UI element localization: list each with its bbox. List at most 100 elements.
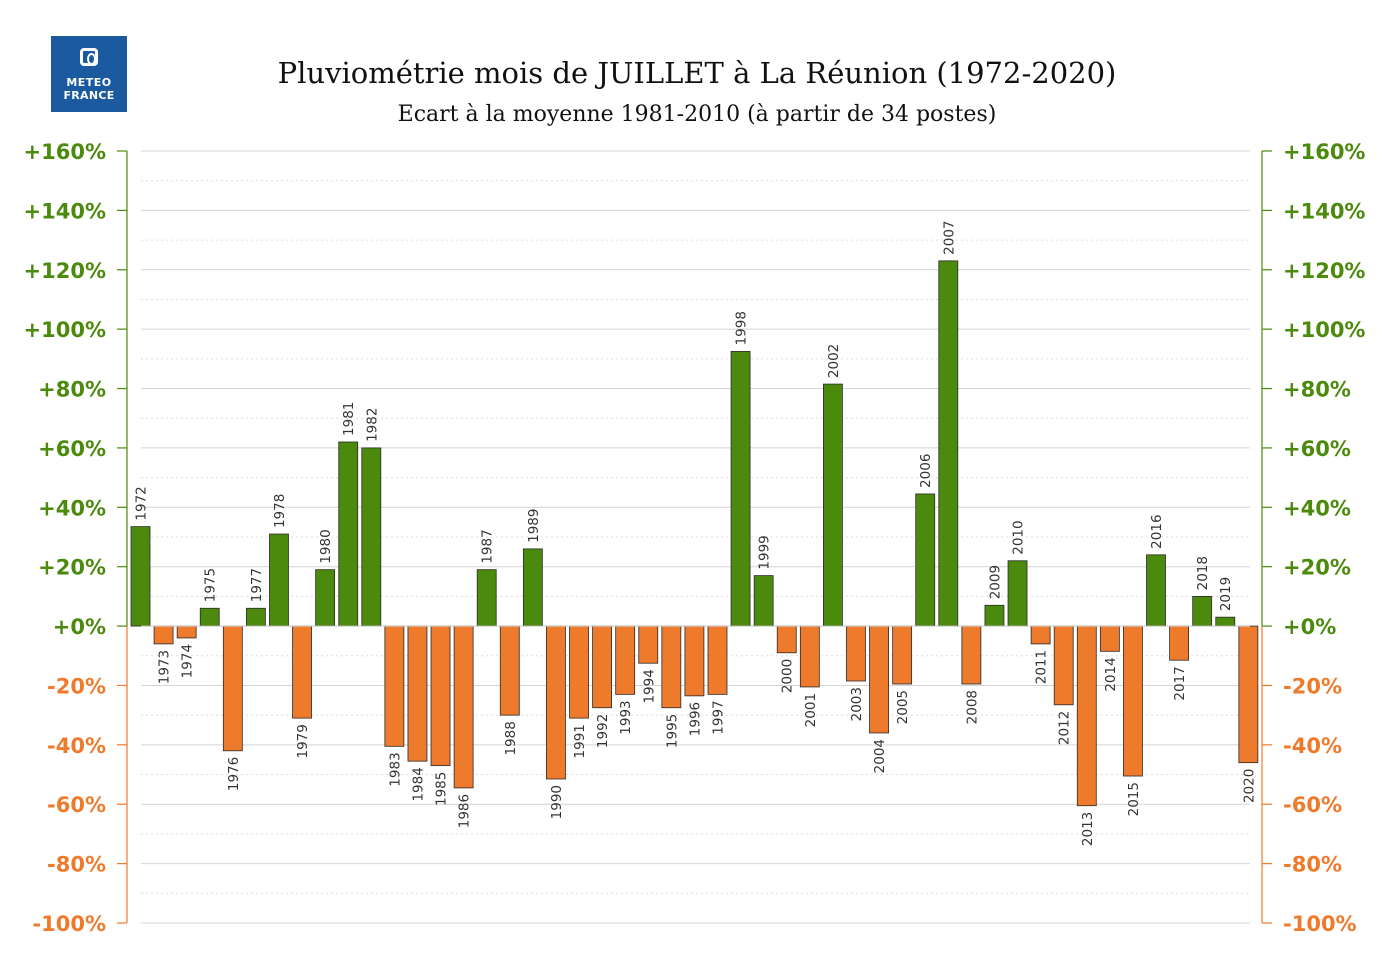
bar-2009	[984, 604, 1005, 627]
bar-2002	[823, 383, 843, 627]
y-tick-label-right: -100%	[1283, 912, 1357, 936]
year-label-2007: 2007	[941, 221, 957, 255]
bar-2000	[776, 625, 797, 654]
year-label-2008: 2008	[964, 690, 980, 724]
year-label-2018: 2018	[1195, 556, 1211, 590]
bar-1989	[522, 548, 543, 627]
y-tick-label-left: +80%	[38, 378, 106, 402]
y-tick-label-left: -80%	[47, 853, 106, 877]
year-label-1993: 1993	[618, 700, 634, 734]
bar-1991	[569, 625, 589, 719]
bar-2013	[1076, 625, 1097, 807]
year-label-1998: 1998	[734, 311, 750, 345]
year-label-1999: 1999	[757, 535, 773, 569]
y-tick-label-left: +100%	[24, 318, 106, 342]
year-label-1979: 1979	[295, 724, 311, 758]
year-label-1975: 1975	[203, 568, 219, 602]
y-tick-label-left: -60%	[47, 793, 106, 817]
year-label-1984: 1984	[410, 767, 426, 801]
year-label-1980: 1980	[318, 529, 334, 563]
year-label-2017: 2017	[1172, 666, 1188, 700]
bar-2015	[1123, 625, 1143, 777]
bar-1986	[453, 625, 474, 789]
year-label-2010: 2010	[1011, 520, 1027, 554]
bar-1994	[638, 625, 659, 664]
year-label-1991: 1991	[572, 724, 588, 758]
year-label-1992: 1992	[595, 714, 611, 748]
year-label-1978: 1978	[272, 494, 288, 528]
logo-line-1: METEO	[66, 76, 112, 89]
bar-1976	[222, 625, 243, 752]
year-label-1982: 1982	[364, 408, 380, 442]
bar-2005	[892, 625, 913, 685]
bar-1993	[615, 625, 636, 695]
y-tick-label-left: +20%	[38, 556, 106, 580]
year-label-1983: 1983	[387, 752, 403, 786]
year-label-2002: 2002	[826, 344, 842, 378]
bar-2017	[1169, 625, 1189, 661]
year-label-1995: 1995	[664, 714, 680, 748]
y-tick-label-right: -20%	[1283, 674, 1342, 698]
year-label-1988: 1988	[503, 721, 519, 755]
bar-1983	[384, 625, 405, 747]
year-label-2014: 2014	[1103, 657, 1119, 691]
year-label-2015: 2015	[1126, 782, 1142, 816]
year-label-1987: 1987	[480, 529, 496, 563]
year-label-2009: 2009	[987, 565, 1003, 599]
year-label-1981: 1981	[341, 402, 357, 436]
year-label-2003: 2003	[849, 687, 865, 721]
bar-2014	[1099, 625, 1120, 652]
bar-1973	[153, 625, 174, 645]
bar-1995	[661, 625, 682, 709]
y-tick-label-right: +120%	[1283, 259, 1365, 283]
bar-1977	[245, 607, 266, 627]
bar-2004	[869, 625, 889, 734]
bar-2007	[938, 260, 959, 627]
y-tick-label-left: -20%	[47, 674, 106, 698]
bar-2019	[1215, 616, 1236, 627]
bar-1985	[430, 625, 451, 767]
bar-1992	[592, 625, 612, 709]
y-tick-label-right: -60%	[1283, 793, 1342, 817]
bar-1987	[476, 569, 497, 627]
bar-2010	[1007, 560, 1028, 627]
bar-2003	[846, 625, 866, 682]
year-label-1990: 1990	[549, 785, 565, 819]
year-label-1994: 1994	[641, 669, 657, 703]
year-label-2001: 2001	[803, 693, 819, 727]
y-tick-label-right: +160%	[1283, 140, 1365, 164]
year-label-1996: 1996	[687, 702, 703, 736]
logo-line-2: FRANCE	[63, 89, 115, 102]
year-label-1997: 1997	[711, 700, 727, 734]
y-tick-label-right: -40%	[1283, 734, 1342, 758]
bar-2018	[1192, 595, 1213, 627]
bar-2006	[915, 493, 936, 627]
year-label-2013: 2013	[1080, 812, 1096, 846]
year-label-2006: 2006	[918, 454, 934, 488]
y-tick-label-right: +100%	[1283, 318, 1365, 342]
y-tick-label-left: +140%	[24, 199, 106, 223]
year-label-2005: 2005	[895, 690, 911, 724]
year-label-2012: 2012	[1057, 711, 1073, 745]
y-tick-label-left: +40%	[38, 496, 106, 520]
meteo-france-logo: METEO FRANCE	[51, 36, 127, 112]
year-label-1985: 1985	[434, 772, 450, 806]
chart-subtitle: Ecart à la moyenne 1981-2010 (à partir d…	[397, 102, 997, 127]
year-label-1974: 1974	[180, 644, 196, 678]
year-label-2000: 2000	[780, 659, 796, 693]
y-tick-label-right: +60%	[1283, 437, 1351, 461]
bar-1998	[730, 351, 751, 627]
y-tick-label-left: +60%	[38, 437, 106, 461]
y-tick-label-right: -80%	[1283, 853, 1342, 877]
bar-2020	[1238, 625, 1259, 764]
y-tick-label-right: +20%	[1283, 556, 1351, 580]
year-label-2004: 2004	[872, 739, 888, 773]
year-label-1989: 1989	[526, 509, 542, 543]
y-tick-label-left: +120%	[24, 259, 106, 283]
bar-1974	[176, 625, 197, 639]
year-label-1977: 1977	[249, 568, 265, 602]
year-label-2016: 2016	[1149, 514, 1165, 548]
y-tick-label-left: +160%	[24, 140, 106, 164]
bar-1975	[199, 607, 220, 627]
y-tick-label-right: +0%	[1283, 615, 1336, 639]
